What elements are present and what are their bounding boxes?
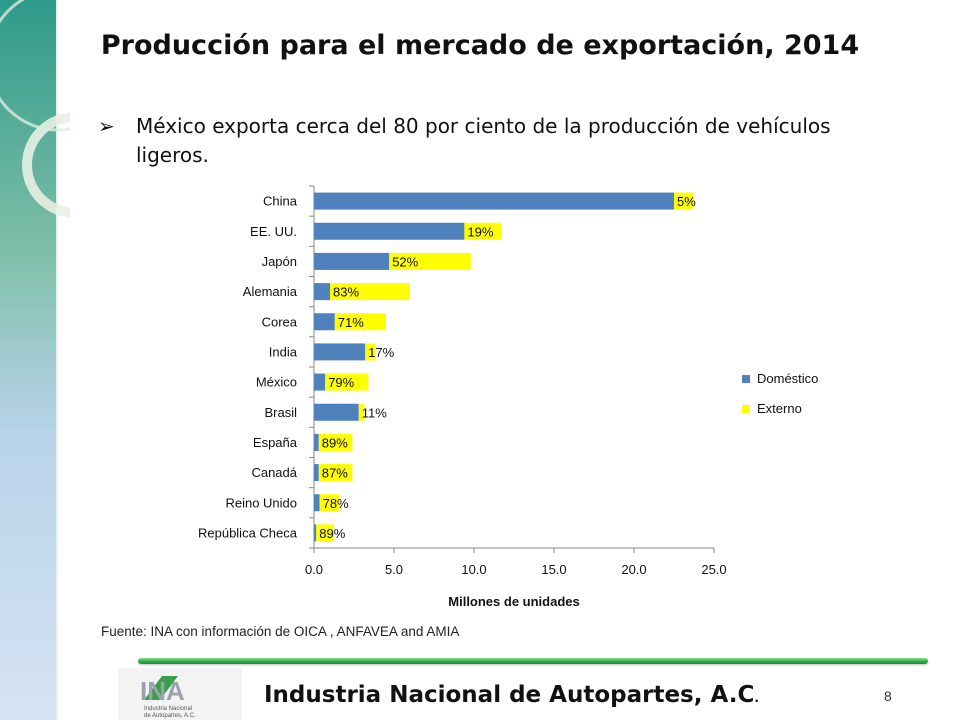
bar-external bbox=[464, 222, 502, 240]
bullet-point: ➢ México exporta cerca del 80 por ciento… bbox=[98, 112, 900, 170]
bar-domestic bbox=[314, 192, 674, 210]
data-label: 52% bbox=[392, 254, 418, 269]
bar-external bbox=[318, 433, 353, 451]
x-tick-label: 10.0 bbox=[461, 562, 486, 577]
bar-domestic bbox=[314, 252, 390, 270]
x-tick-label: 25.0 bbox=[701, 562, 726, 577]
x-tick-label: 15.0 bbox=[541, 562, 566, 577]
footer-divider bbox=[138, 658, 928, 664]
page-number: 8 bbox=[884, 688, 892, 704]
category-label: Reino Unido bbox=[225, 495, 297, 510]
bar-external bbox=[389, 252, 471, 270]
bar-external bbox=[674, 192, 694, 210]
decorative-side-band bbox=[0, 0, 70, 720]
data-label: 89% bbox=[319, 526, 345, 541]
bar-external bbox=[319, 494, 340, 512]
bar-domestic bbox=[314, 222, 465, 240]
category-label: EE. UU. bbox=[250, 224, 297, 239]
legend-label: Doméstico bbox=[757, 371, 818, 386]
data-label: 83% bbox=[333, 285, 359, 300]
data-label: 78% bbox=[323, 496, 349, 511]
bar-domestic bbox=[314, 464, 319, 482]
data-label: 11% bbox=[362, 405, 387, 420]
legend-label: Externo bbox=[757, 401, 802, 416]
category-label: India bbox=[269, 344, 298, 359]
data-label: 17% bbox=[368, 345, 394, 360]
bar-external bbox=[358, 403, 365, 421]
category-label: Canadá bbox=[251, 465, 297, 480]
bar-domestic bbox=[314, 524, 317, 542]
bar-external bbox=[325, 373, 369, 391]
bar-domestic bbox=[314, 403, 359, 421]
x-axis-title: Millones de unidades bbox=[448, 594, 579, 609]
data-label: 5% bbox=[677, 194, 696, 209]
category-label: México bbox=[256, 375, 297, 390]
data-label: 87% bbox=[322, 466, 348, 481]
data-label: 19% bbox=[467, 224, 493, 239]
category-label: Brasil bbox=[264, 405, 297, 420]
bar-external bbox=[365, 343, 376, 361]
legend-swatch bbox=[742, 375, 750, 383]
bar-external bbox=[330, 283, 410, 301]
data-label: 79% bbox=[328, 375, 354, 390]
category-label: España bbox=[253, 435, 298, 450]
bullet-text: México exporta cerca del 80 por ciento d… bbox=[136, 114, 831, 167]
logo-text: INA bbox=[140, 676, 185, 706]
footer-org-dot: . bbox=[754, 691, 759, 705]
bar-domestic bbox=[314, 313, 335, 331]
bar-external bbox=[316, 524, 334, 542]
export-production-chart: China 5% EE. UU. 19% Japón 52% Alemania 83% Core… bbox=[198, 185, 818, 609]
footer-org-name: Industria Nacional de Autopartes, A.C bbox=[264, 682, 755, 708]
x-tick-label: 5.0 bbox=[385, 562, 403, 577]
bar-domestic bbox=[314, 283, 330, 301]
bar-external bbox=[318, 464, 353, 482]
x-tick-label: 20.0 bbox=[621, 562, 646, 577]
category-label: China bbox=[263, 194, 298, 209]
ina-logo: INA Industria Nacional de Autopartes, A.… bbox=[118, 668, 242, 720]
category-label: Alemania bbox=[243, 284, 298, 299]
logo-subtext: Industria Nacional bbox=[144, 706, 192, 712]
footer-organization: Industria Nacional de Autopartes, A.C. bbox=[264, 682, 759, 708]
logo-subtext: de Autopartes, A.C. bbox=[144, 713, 196, 719]
category-label: República Checa bbox=[198, 525, 298, 540]
data-label: 89% bbox=[322, 435, 348, 450]
bar-domestic bbox=[314, 343, 366, 361]
category-label: Corea bbox=[262, 314, 298, 329]
source-note: Fuente: INA con información de OICA , AN… bbox=[101, 624, 460, 639]
arrow-bullet-icon: ➢ bbox=[98, 114, 115, 138]
bar-external bbox=[334, 313, 386, 331]
legend-swatch bbox=[742, 405, 750, 413]
bar-domestic bbox=[314, 433, 319, 451]
category-label: Japón bbox=[262, 254, 297, 269]
x-tick-label: 0.0 bbox=[305, 562, 323, 577]
bar-domestic bbox=[314, 494, 320, 512]
slide-title: Producción para el mercado de exportació… bbox=[100, 30, 860, 61]
data-label: 71% bbox=[338, 315, 364, 330]
bar-domestic bbox=[314, 373, 326, 391]
